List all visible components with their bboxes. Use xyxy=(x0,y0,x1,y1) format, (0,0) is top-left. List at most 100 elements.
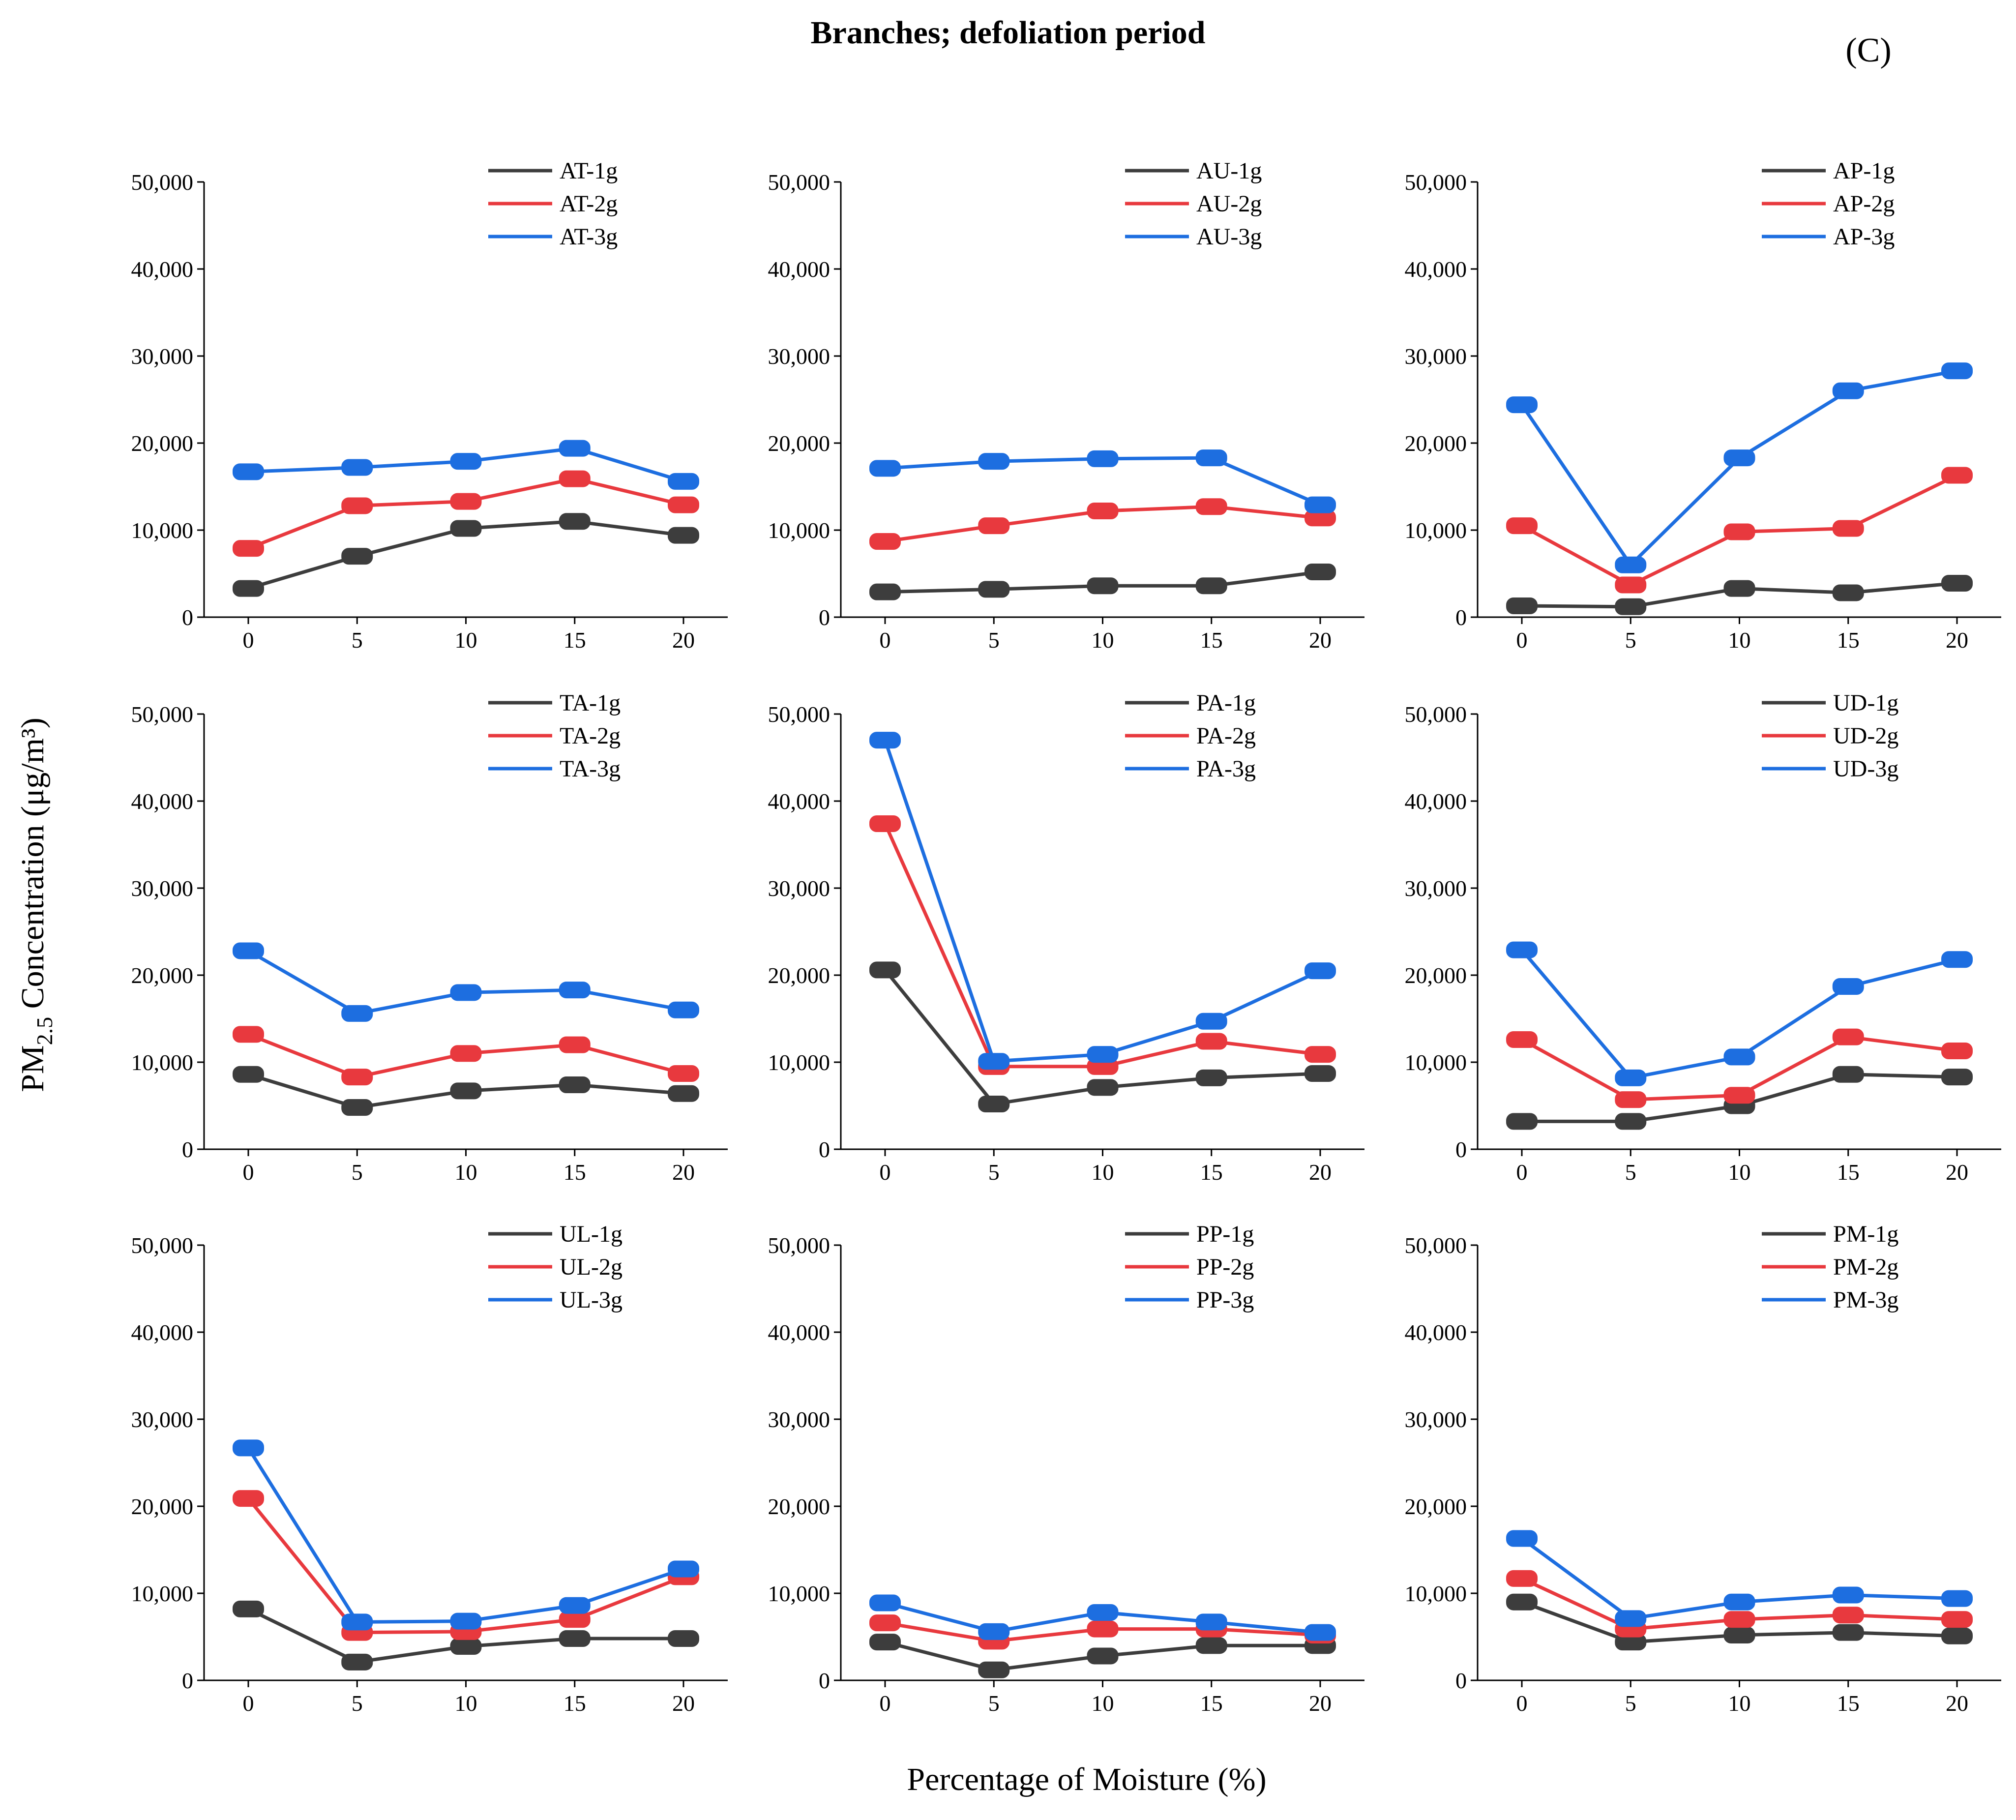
data-point-ap-1g xyxy=(1506,597,1538,614)
data-point-at-3g xyxy=(233,463,264,480)
y-axis-title: PM2.5 Concentration (μg/m³) xyxy=(15,717,57,1092)
data-point-au-3g xyxy=(1195,449,1227,467)
data-point-ul-3g xyxy=(341,1613,373,1631)
data-point-ap-1g xyxy=(1615,598,1647,615)
data-point-at-1g xyxy=(450,520,482,537)
subplot-at: 0 10,000 20,000 30,000 40,000 50,000 0 5 10 15 20 A… xyxy=(131,158,728,653)
data-point-ap-3g xyxy=(1723,449,1755,467)
y-tick-label: 40,000 xyxy=(768,1320,830,1345)
figure-title: Branches; defoliation period xyxy=(811,15,1206,51)
data-point-pa-3g xyxy=(978,1053,1010,1070)
y-tick-label: 50,000 xyxy=(131,702,194,727)
data-point-au-3g xyxy=(978,453,1010,470)
legend-label-pm-2g: PM-2g xyxy=(1833,1254,1898,1280)
data-point-at-2g xyxy=(233,540,264,557)
x-tick-label: 10 xyxy=(1728,1691,1751,1716)
legend-label-au-3g: AU-3g xyxy=(1196,224,1262,250)
y-tick-label: 0 xyxy=(182,605,193,630)
data-point-pa-1g xyxy=(1195,1069,1227,1086)
x-tick-label: 10 xyxy=(455,1160,477,1185)
legend-label-at-2g: AT-2g xyxy=(560,191,618,217)
data-point-ul-3g xyxy=(668,1560,699,1578)
data-point-pp-3g xyxy=(1087,1604,1119,1621)
data-point-pp-3g xyxy=(1195,1613,1227,1631)
y-tick-label: 30,000 xyxy=(1405,876,1467,901)
y-tick-label: 10,000 xyxy=(768,1581,830,1606)
data-point-ta-1g xyxy=(559,1076,591,1094)
data-point-ta-3g xyxy=(233,942,264,959)
data-point-at-2g xyxy=(559,470,591,487)
data-point-ud-3g xyxy=(1723,1048,1755,1066)
data-point-pm-3g xyxy=(1615,1610,1647,1627)
legend-label-au-1g: AU-1g xyxy=(1196,158,1262,184)
data-point-ap-3g xyxy=(1506,396,1538,414)
x-tick-label: 5 xyxy=(988,627,1000,653)
subplot-pa: 0 10,000 20,000 30,000 40,000 50,000 0 5 10 15 20 P… xyxy=(768,690,1364,1185)
data-point-pp-1g xyxy=(1195,1637,1227,1654)
data-point-au-1g xyxy=(1195,577,1227,595)
subplot-grid: 0 10,000 20,000 30,000 40,000 50,000 0 5 10 15 20 A… xyxy=(131,158,2001,1716)
data-point-pm-2g xyxy=(1941,1611,1973,1628)
subplot-pm: 0 10,000 20,000 30,000 40,000 50,000 0 5 10 15 20 P… xyxy=(1405,1221,2001,1716)
data-point-pa-3g xyxy=(1304,962,1336,980)
y-tick-label: 40,000 xyxy=(131,257,194,282)
data-point-ap-2g xyxy=(1941,467,1973,484)
data-point-au-2g xyxy=(869,533,901,550)
data-point-ap-1g xyxy=(1941,574,1973,592)
x-tick-label: 0 xyxy=(243,1160,254,1185)
data-point-pm-3g xyxy=(1941,1590,1973,1607)
y-tick-label: 50,000 xyxy=(768,1233,830,1258)
data-point-au-2g xyxy=(978,517,1010,535)
data-point-ud-1g xyxy=(1832,1066,1864,1083)
x-tick-label: 5 xyxy=(1625,627,1636,653)
data-point-ud-2g xyxy=(1506,1031,1538,1048)
legend-label-ul-2g: UL-2g xyxy=(560,1254,623,1280)
data-point-pm-3g xyxy=(1832,1586,1864,1604)
data-point-pp-1g xyxy=(978,1661,1010,1678)
y-tick-label: 30,000 xyxy=(768,344,830,369)
data-point-ul-3g xyxy=(233,1439,264,1457)
y-tick-label: 0 xyxy=(819,605,830,630)
x-tick-label: 10 xyxy=(455,1691,477,1716)
y-tick-label: 40,000 xyxy=(1405,257,1467,282)
x-tick-label: 5 xyxy=(988,1691,1000,1716)
data-point-ta-2g xyxy=(450,1045,482,1062)
data-point-pa-2g xyxy=(1195,1033,1227,1050)
data-point-ul-1g xyxy=(450,1638,482,1655)
y-tick-label: 50,000 xyxy=(1405,170,1467,195)
y-tick-label: 20,000 xyxy=(1405,963,1467,988)
data-point-au-1g xyxy=(869,583,901,600)
y-tick-label: 0 xyxy=(182,1668,193,1693)
y-tick-label: 30,000 xyxy=(768,1407,830,1432)
data-point-ud-1g xyxy=(1941,1069,1973,1086)
legend-label-ta-1g: TA-1g xyxy=(560,690,621,716)
legend-label-ta-3g: TA-3g xyxy=(560,756,621,782)
legend-label-ud-2g: UD-2g xyxy=(1833,723,1898,749)
subplot-pp: 0 10,000 20,000 30,000 40,000 50,000 0 5 10 15 20 P… xyxy=(768,1221,1364,1716)
y-tick-label: 10,000 xyxy=(1405,1581,1467,1606)
y-tick-label: 20,000 xyxy=(1405,431,1467,456)
y-tick-label: 20,000 xyxy=(768,431,830,456)
legend-label-ap-1g: AP-1g xyxy=(1833,158,1895,184)
x-tick-label: 5 xyxy=(1625,1691,1636,1716)
y-tick-label: 50,000 xyxy=(131,170,194,195)
data-point-ul-1g xyxy=(559,1630,591,1647)
data-point-ta-2g xyxy=(559,1036,591,1053)
data-point-au-1g xyxy=(1304,563,1336,580)
legend-label-ul-1g: UL-1g xyxy=(560,1221,623,1247)
x-tick-label: 15 xyxy=(1200,1160,1223,1185)
x-tick-label: 5 xyxy=(352,1691,363,1716)
x-tick-label: 0 xyxy=(1516,627,1528,653)
data-point-pm-3g xyxy=(1506,1530,1538,1547)
legend-label-ul-3g: UL-3g xyxy=(560,1287,623,1313)
y-tick-label: 30,000 xyxy=(131,344,194,369)
data-point-ap-3g xyxy=(1615,556,1647,573)
legend-label-pa-3g: PA-3g xyxy=(1196,756,1256,782)
data-point-ta-1g xyxy=(341,1099,373,1116)
legend-label-pm-3g: PM-3g xyxy=(1833,1287,1898,1313)
x-tick-label: 20 xyxy=(1946,627,1968,653)
legend-label-ta-2g: TA-2g xyxy=(560,723,621,749)
data-point-at-1g xyxy=(559,513,591,530)
legend-label-pp-1g: PP-1g xyxy=(1196,1221,1254,1247)
data-point-ap-1g xyxy=(1832,584,1864,601)
